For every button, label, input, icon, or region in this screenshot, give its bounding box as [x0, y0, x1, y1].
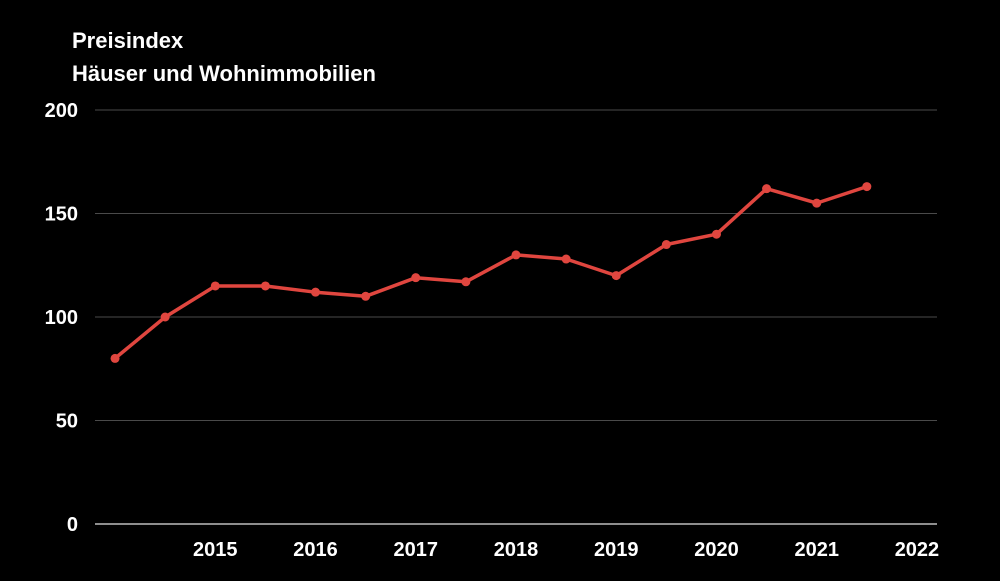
- series-layer: [110, 182, 872, 363]
- x-tick-label-2016: 2016: [293, 539, 338, 561]
- data-point-9: [561, 254, 571, 264]
- data-point-3: [260, 281, 270, 291]
- x-tick-label-2015: 2015: [193, 539, 238, 561]
- data-point-13: [762, 184, 772, 194]
- chart-title-block: Preisindex Häuser und Wohnimmobilien: [72, 24, 376, 90]
- x-tick-label-2019: 2019: [594, 539, 639, 561]
- y-tick-label-0: 0: [67, 514, 78, 536]
- chart-subtitle: Häuser und Wohnimmobilien: [72, 61, 376, 86]
- data-point-1: [160, 312, 170, 322]
- data-point-7: [461, 277, 471, 287]
- x-tick-label-2020: 2020: [694, 539, 739, 561]
- data-point-12: [711, 229, 721, 239]
- data-point-11: [661, 240, 671, 250]
- y-tick-label-150: 150: [45, 204, 78, 226]
- y-tick-label-50: 50: [56, 411, 78, 433]
- grid-lines: [95, 109, 937, 525]
- data-point-15: [862, 182, 872, 192]
- y-tick-label-100: 100: [45, 307, 78, 329]
- x-tick-label-2022: 2022: [895, 539, 940, 561]
- y-axis: 0 50 100 150 200: [45, 100, 78, 536]
- x-axis: 2015 2016 2017 2018 2019 2020 2021 2022: [193, 539, 939, 561]
- chart-title: Preisindex: [72, 28, 184, 53]
- data-point-10: [611, 271, 621, 281]
- data-point-8: [511, 250, 521, 260]
- data-point-6: [411, 273, 421, 283]
- data-point-14: [812, 198, 822, 208]
- data-point-2: [210, 281, 220, 291]
- series-line-0: [113, 184, 869, 361]
- y-tick-label-200: 200: [45, 100, 78, 122]
- data-point-0: [110, 353, 120, 363]
- x-tick-label-2021: 2021: [794, 539, 839, 561]
- data-point-4: [311, 287, 321, 297]
- data-point-5: [361, 291, 371, 301]
- x-tick-label-2017: 2017: [394, 539, 439, 561]
- x-tick-label-2018: 2018: [494, 539, 539, 561]
